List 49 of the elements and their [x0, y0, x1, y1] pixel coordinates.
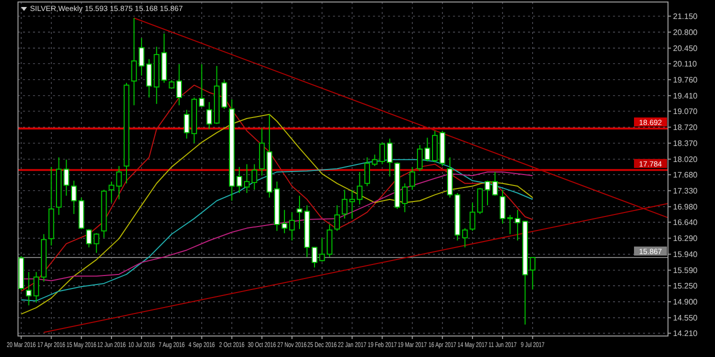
candlestick — [252, 164, 258, 190]
y-tick-label: 14.210 — [673, 328, 698, 338]
candlestick — [64, 159, 70, 196]
y-tick-label: 17.680 — [673, 170, 698, 180]
y-tick-label: 20.110 — [673, 59, 698, 68]
y-tick-label: 18.370 — [673, 138, 698, 148]
y-tick-label: 19.760 — [673, 75, 698, 84]
y-tick-label: 15.940 — [673, 250, 698, 259]
y-tick-label: 20.450 — [673, 44, 698, 53]
candlestick — [386, 138, 393, 178]
candlestick — [206, 102, 212, 130]
y-tick-label: 14.900 — [673, 297, 698, 306]
y-tick-label: 19.070 — [673, 106, 698, 116]
y-tick-label: 16.290 — [673, 234, 698, 243]
y-tick-label: 21.150 — [673, 12, 698, 21]
candlestick — [236, 166, 242, 194]
y-tick-label: 17.330 — [673, 186, 698, 196]
y-tick-label: 15.590 — [673, 266, 698, 275]
y-tick-label: 20.800 — [673, 28, 698, 37]
candlestick — [334, 204, 340, 232]
candlestick — [86, 228, 92, 248]
y-tick-label: 16.980 — [673, 202, 698, 212]
y-tick-label: 18.720 — [673, 122, 698, 132]
candlestick — [416, 144, 423, 172]
candlestick — [33, 272, 40, 304]
candlestick — [26, 272, 32, 306]
y-tick-label: 15.250 — [673, 281, 698, 290]
candlestick — [198, 64, 205, 108]
candlestick — [342, 189, 348, 220]
candlestick — [372, 154, 378, 167]
candlestick — [184, 109, 190, 140]
candlestick — [364, 156, 370, 187]
candlestick — [514, 209, 520, 242]
candlestick — [94, 232, 100, 254]
y-tick-label: 16.640 — [673, 218, 698, 227]
candlestick — [530, 256, 536, 290]
candlestick — [379, 142, 386, 165]
candlestick — [356, 171, 362, 205]
candlestick — [402, 182, 408, 213]
candlestick — [71, 180, 77, 215]
candlestick — [244, 164, 250, 194]
candlestick — [409, 166, 416, 190]
line-series — [20, 114, 534, 315]
candlestick — [424, 137, 430, 162]
y-tick-label: 18.020 — [673, 154, 698, 164]
y-tick-label: 19.410 — [673, 91, 698, 100]
candlestick — [349, 189, 355, 220]
y-tick-label: 14.550 — [673, 313, 698, 322]
candlestick — [176, 64, 182, 106]
